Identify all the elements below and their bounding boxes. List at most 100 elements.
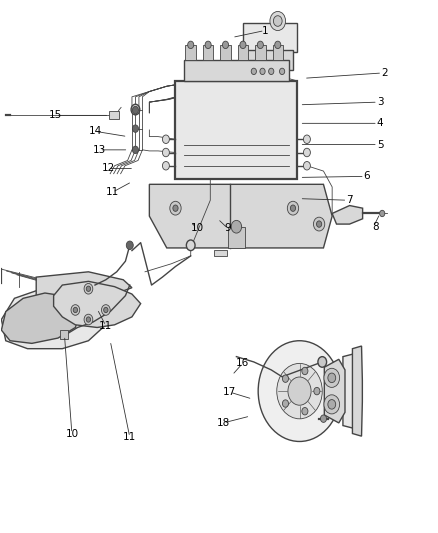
Bar — [220, 45, 231, 60]
Bar — [228, 227, 245, 248]
Circle shape — [302, 367, 308, 375]
Circle shape — [231, 220, 242, 233]
Text: 2: 2 — [381, 68, 388, 78]
Text: 11: 11 — [123, 432, 136, 442]
Circle shape — [273, 15, 282, 26]
Text: 6: 6 — [364, 172, 370, 181]
Circle shape — [324, 368, 339, 387]
Circle shape — [270, 12, 286, 30]
Circle shape — [268, 68, 274, 75]
Circle shape — [170, 201, 181, 215]
Circle shape — [187, 41, 194, 49]
Circle shape — [314, 217, 325, 231]
Polygon shape — [343, 354, 353, 428]
Text: 18: 18 — [217, 418, 230, 428]
Circle shape — [283, 400, 289, 407]
Circle shape — [86, 286, 91, 292]
Circle shape — [380, 211, 385, 216]
Circle shape — [288, 377, 311, 405]
Circle shape — [275, 41, 281, 49]
Bar — [110, 111, 119, 119]
Text: 5: 5 — [377, 140, 383, 150]
Bar — [176, 81, 297, 179]
Circle shape — [132, 125, 138, 132]
Circle shape — [162, 161, 170, 170]
Bar — [272, 45, 283, 60]
Bar — [255, 45, 265, 60]
Text: 4: 4 — [377, 118, 383, 128]
Text: 7: 7 — [346, 195, 353, 205]
Text: 13: 13 — [93, 145, 106, 155]
Text: 11: 11 — [99, 321, 113, 331]
Polygon shape — [36, 272, 132, 301]
Circle shape — [251, 68, 256, 75]
Text: 3: 3 — [377, 97, 383, 107]
Circle shape — [304, 161, 311, 170]
Bar — [238, 45, 248, 60]
Circle shape — [328, 400, 336, 409]
Circle shape — [205, 41, 211, 49]
Circle shape — [277, 364, 322, 419]
Circle shape — [223, 41, 229, 49]
Circle shape — [279, 68, 285, 75]
Text: 1: 1 — [261, 26, 268, 36]
Text: 9: 9 — [224, 223, 231, 233]
Text: 16: 16 — [237, 358, 250, 368]
Bar — [203, 45, 213, 60]
Circle shape — [324, 395, 339, 414]
Circle shape — [173, 205, 178, 212]
Circle shape — [102, 305, 110, 316]
Circle shape — [328, 373, 336, 383]
Polygon shape — [53, 281, 141, 327]
Text: 12: 12 — [101, 164, 115, 173]
Polygon shape — [353, 346, 362, 436]
Circle shape — [131, 104, 140, 115]
Circle shape — [162, 148, 170, 157]
Polygon shape — [332, 206, 363, 224]
Text: 14: 14 — [88, 126, 102, 136]
Circle shape — [162, 135, 170, 143]
Circle shape — [314, 387, 320, 395]
Bar — [214, 249, 227, 256]
Polygon shape — [1, 293, 80, 343]
Circle shape — [84, 314, 93, 325]
Bar — [60, 329, 68, 339]
Circle shape — [304, 135, 311, 143]
Circle shape — [126, 241, 133, 249]
Circle shape — [104, 308, 108, 313]
Text: 8: 8 — [372, 222, 379, 232]
Circle shape — [318, 357, 327, 367]
Circle shape — [321, 415, 327, 422]
Circle shape — [287, 201, 299, 215]
Circle shape — [302, 408, 308, 415]
Text: 10: 10 — [65, 429, 78, 439]
Circle shape — [240, 41, 246, 49]
Circle shape — [317, 221, 322, 227]
Circle shape — [283, 375, 289, 382]
Circle shape — [290, 205, 296, 212]
Polygon shape — [149, 184, 332, 248]
Bar — [243, 22, 297, 52]
Circle shape — [84, 284, 93, 294]
Circle shape — [86, 317, 91, 322]
Bar — [185, 45, 196, 60]
Circle shape — [304, 148, 311, 157]
Circle shape — [257, 41, 263, 49]
Circle shape — [260, 68, 265, 75]
Text: 10: 10 — [191, 223, 204, 233]
Bar — [247, 50, 293, 70]
Polygon shape — [324, 359, 345, 423]
Circle shape — [71, 305, 80, 316]
Circle shape — [231, 222, 242, 236]
Text: 17: 17 — [223, 387, 237, 397]
Circle shape — [186, 240, 195, 251]
Circle shape — [73, 308, 78, 313]
Circle shape — [132, 146, 138, 154]
Circle shape — [234, 226, 239, 232]
Circle shape — [258, 341, 341, 441]
Circle shape — [132, 107, 138, 114]
Text: 11: 11 — [106, 187, 119, 197]
Polygon shape — [1, 288, 106, 349]
Text: 15: 15 — [49, 110, 63, 120]
Bar — [184, 60, 289, 81]
